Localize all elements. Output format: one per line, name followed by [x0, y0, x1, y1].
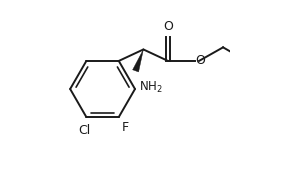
- Text: Cl: Cl: [78, 124, 91, 137]
- Text: O: O: [163, 20, 173, 33]
- Text: NH$_2$: NH$_2$: [139, 80, 162, 95]
- Text: F: F: [122, 121, 129, 134]
- Text: O: O: [196, 54, 206, 67]
- Polygon shape: [133, 49, 143, 72]
